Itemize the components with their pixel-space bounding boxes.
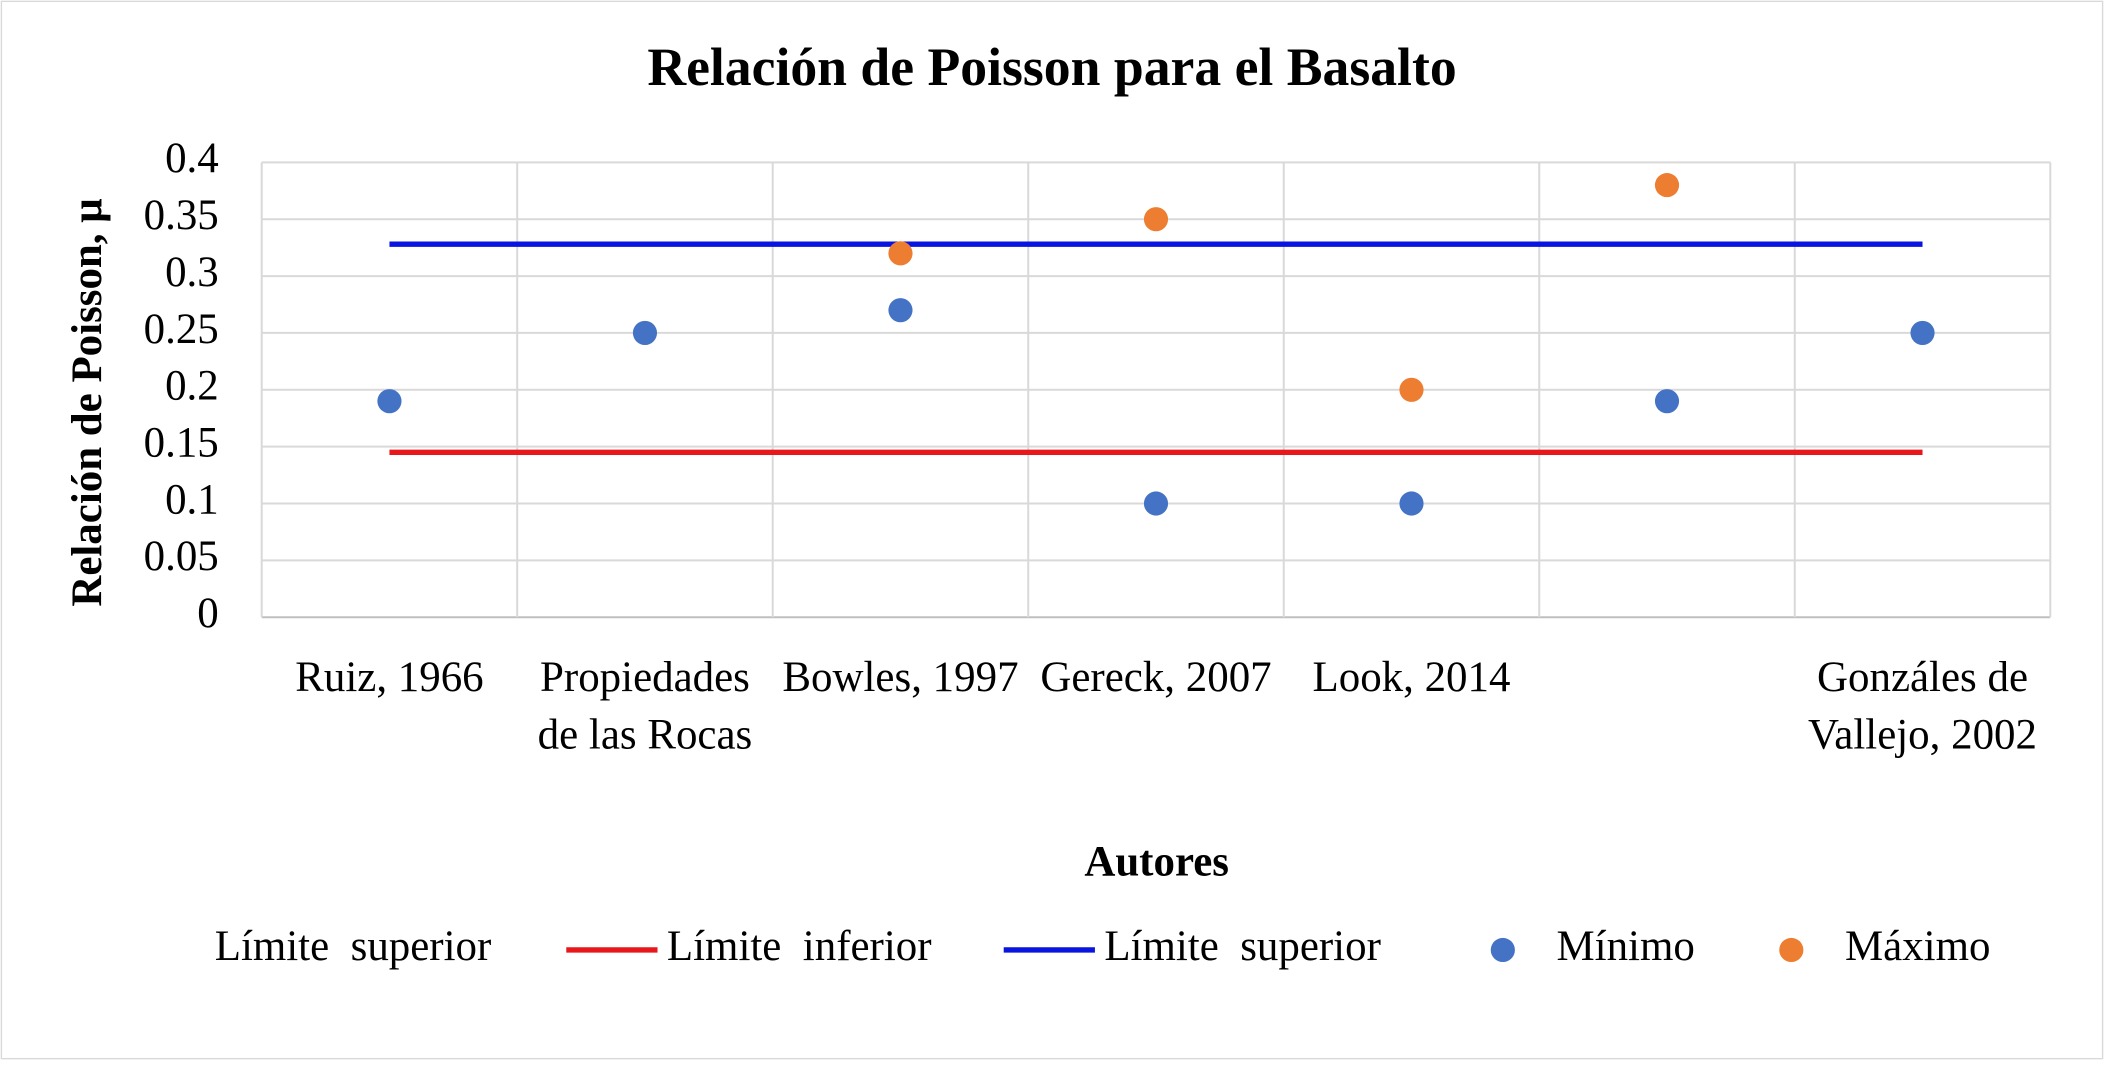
x-tick-label-box: Propiedades de las Rocas (537, 652, 753, 759)
y-tick-label: 0.15 (144, 420, 219, 467)
legend-label: Límite superior (1104, 923, 1381, 970)
legend-label: Límite inferior (667, 923, 932, 970)
x-tick-label: Propiedades de las Rocas (537, 652, 753, 759)
legend-label: Mínimo (1557, 923, 1695, 970)
chart-title: Relación de Poisson para el Basalto (647, 37, 1456, 97)
x-tick-label: Gereck, 2007 (1040, 652, 1272, 701)
x-tick-label-box: Bowles, 1997 (782, 652, 1019, 701)
y-tick-label: 0.4 (165, 135, 219, 182)
x-tick-label: Ruiz, 1966 (295, 652, 484, 701)
y-tick-label: 0.25 (144, 306, 219, 353)
y-tick-label: 0 (197, 590, 218, 637)
point (1399, 491, 1424, 516)
point (1654, 389, 1680, 414)
y-tick-label: 0.1 (165, 476, 219, 523)
point (888, 241, 913, 266)
point (1143, 207, 1169, 232)
x-tick-label-box: Ruiz, 1966 (295, 652, 484, 701)
y-tick-label: 0.3 (165, 249, 219, 296)
point (1399, 377, 1424, 402)
point (888, 298, 913, 323)
y-tick-label: 0.05 (144, 533, 219, 580)
legend-label: Límite superior (215, 923, 492, 970)
point (1143, 491, 1169, 516)
y-axis-title: Relación de Poisson, μ (64, 198, 111, 606)
y-tick-label: 0.35 (144, 192, 219, 239)
x-tick-label: Bowles, 1997 (782, 652, 1019, 701)
x-tick-label-box: Look, 2014 (1312, 652, 1511, 701)
y-tick-label: 0.2 (165, 363, 219, 410)
legend-label: Máximo (1845, 923, 1990, 970)
x-tick-label-box: Gereck, 2007 (1040, 652, 1272, 701)
legend-marker (1779, 937, 1804, 963)
point (1654, 173, 1680, 198)
point (377, 389, 402, 414)
x-axis-title: Autores (1084, 838, 1229, 885)
x-tick-label-box: Gonzáles de Vallejo, 2002 (1808, 652, 2037, 759)
x-tick-label: Look, 2014 (1312, 652, 1511, 701)
legend-marker (1490, 937, 1515, 963)
x-tick-label: Gonzáles de Vallejo, 2002 (1808, 652, 2037, 759)
point (1910, 320, 1935, 346)
point (632, 320, 658, 346)
